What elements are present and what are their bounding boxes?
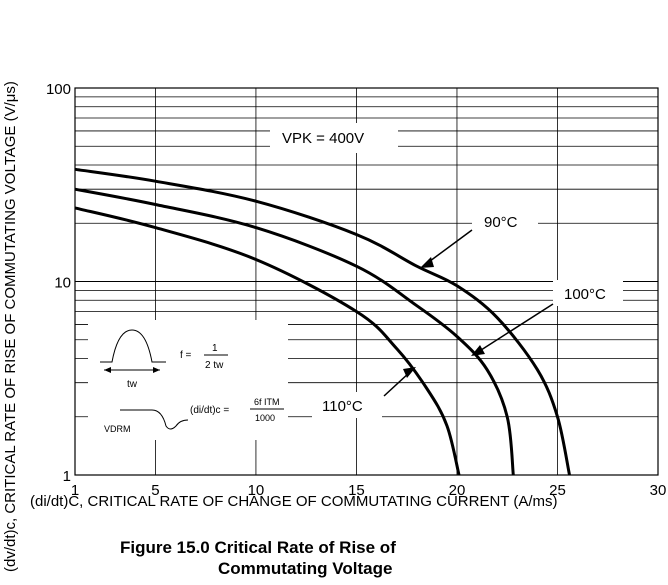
x-tick-label: 20 — [449, 482, 466, 499]
series-line-90c — [74, 167, 571, 476]
x-tick-label: 1 — [71, 482, 79, 499]
inset-didt-den: 1000 — [255, 413, 275, 423]
inset-f-eq: f = — [180, 350, 192, 361]
curve-annotations: VPK = 400V 90°C 100°C 110°C — [270, 123, 623, 418]
arrow-110c-head — [403, 367, 416, 378]
y-tick-label: 10 — [54, 275, 71, 292]
y-tick-label: 1 — [63, 468, 71, 485]
x-tick-label: 30 — [650, 482, 667, 499]
inset-didt-eq: (di/dt)c = — [190, 405, 229, 416]
vpk-label-background — [270, 123, 398, 153]
label-110-background — [312, 392, 382, 418]
x-tick-label: 10 — [248, 482, 265, 499]
series-label-100c: 100°C — [564, 286, 606, 303]
inset-didt-num: 6f ITM — [254, 397, 280, 407]
figure-title: Figure 15.0 Critical Rate of Rise of — [120, 538, 396, 557]
series-label-110c: 110°C — [322, 398, 363, 415]
series-line-100c — [74, 187, 515, 476]
series-curves — [74, 167, 571, 476]
plot-frame — [74, 87, 659, 476]
x-tick-label: 5 — [151, 482, 159, 499]
inset-vdrm-label: VDRM — [104, 424, 131, 434]
plot-border — [74, 87, 659, 476]
voltage-step-waveform-icon — [120, 409, 189, 430]
vpk-annotation: VPK = 400V — [282, 130, 364, 147]
arrow-100c-head — [471, 345, 485, 356]
x-tick-label: 15 — [348, 482, 365, 499]
arrow-110c-line — [383, 371, 411, 397]
figure-subtitle: Commutating Voltage — [218, 559, 393, 578]
inset-f-num: 1 — [212, 343, 218, 354]
inset-f-den: 2 tw — [205, 360, 224, 371]
x-tick-label: 25 — [549, 482, 566, 499]
arrow-90c-line — [425, 229, 473, 265]
arrow-100c-line — [477, 303, 554, 353]
waveform-inset: tw f = 1 2 tw VDRM (di/dt)c = 6f ITM 100… — [88, 320, 288, 440]
y-tick-label: 100 — [46, 81, 71, 98]
label-90-background — [472, 208, 538, 234]
arrow-90c-head — [420, 257, 434, 268]
tw-arrowhead-right — [153, 367, 160, 373]
label-100-background — [553, 280, 623, 306]
x-axis-title: (di/dt)C, CRITICAL RATE OF CHANGE OF COM… — [30, 493, 558, 510]
tw-arrowhead-left — [104, 367, 111, 373]
series-label-90c: 90°C — [484, 214, 518, 231]
series-line-110c — [74, 206, 461, 476]
y-axis-title: (dv/dt)c, CRITICAL RATE OF RISE OF COMMU… — [2, 81, 19, 572]
pulse-waveform-icon — [100, 329, 166, 363]
inset-tw-label: tw — [127, 379, 138, 390]
